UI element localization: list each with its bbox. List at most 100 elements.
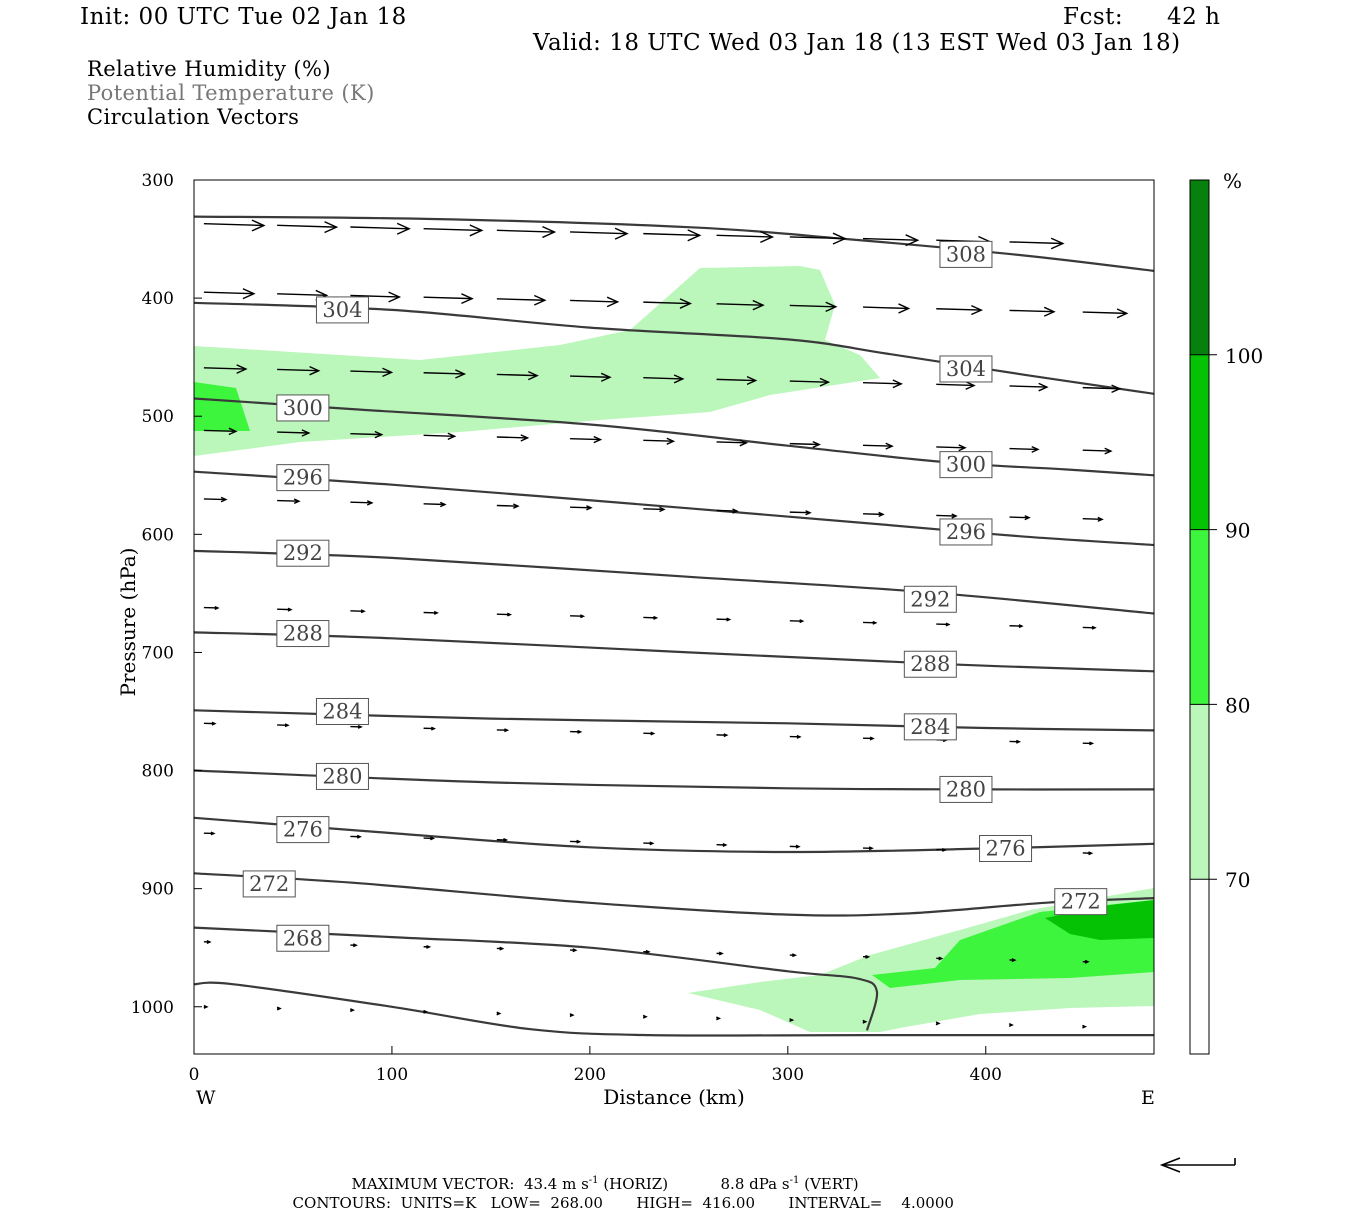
vector-shaft [936, 309, 981, 310]
circulation-vector [570, 731, 580, 734]
reference-vector-arrow [1162, 1158, 1235, 1172]
theta-label-280-0: 280 [322, 764, 362, 788]
circulation-vector [863, 512, 883, 516]
circulation-vector [1083, 742, 1093, 745]
circulation-vector [277, 608, 291, 611]
vector-shaft [1010, 449, 1038, 450]
circulation-vector [1010, 625, 1022, 628]
colorbar-label-100: 100 [1225, 344, 1263, 368]
colorbar-label-90: 90 [1225, 519, 1250, 543]
x-tick-label-0: 0 [189, 1065, 200, 1085]
circulation-vector [863, 380, 901, 388]
circulation-vector [1010, 307, 1055, 316]
circulation-vector [204, 607, 218, 610]
circulation-vector [570, 228, 627, 239]
y-tick-label-900: 900 [142, 880, 174, 900]
circulation-vector [717, 734, 727, 737]
theta-label-308-0: 308 [946, 242, 986, 266]
y-tick-label-1000: 1000 [131, 998, 174, 1018]
colorbar-segment-4 [1190, 879, 1209, 1054]
circulation-vector [497, 504, 518, 508]
circulation-vector [277, 1007, 280, 1010]
circulation-vector [790, 735, 800, 738]
circulation-vector [350, 1009, 353, 1012]
vector-shaft [204, 224, 264, 226]
circulation-vector [277, 499, 299, 503]
contour-low-value: 268.00 [550, 1194, 603, 1212]
circulation-vector [424, 612, 438, 615]
x-tick-label-200: 200 [574, 1065, 606, 1085]
vector-shaft [643, 440, 673, 441]
vector-shaft [1010, 386, 1047, 387]
vector-shaft [1010, 242, 1063, 244]
vector-shaft [1083, 519, 1102, 520]
x-tick-label-300: 300 [772, 1065, 804, 1085]
vector-shaft [1010, 310, 1055, 311]
circulation-vector [643, 507, 664, 511]
x-tick-label-100: 100 [376, 1065, 408, 1085]
circulation-vector [204, 220, 264, 231]
circulation-vector [497, 435, 528, 441]
circulation-vector [497, 1012, 500, 1015]
theta-label-288-0: 288 [283, 622, 323, 646]
vector-shaft [790, 512, 810, 513]
vector-shaft [350, 502, 372, 503]
theta-label-276-1: 276 [985, 836, 1025, 860]
circulation-vector [1083, 309, 1127, 318]
circulation-vector [424, 502, 445, 506]
theta-label-268-0: 268 [283, 926, 323, 950]
circulation-vector [424, 727, 435, 730]
theta-label-288-1: 288 [910, 652, 950, 676]
colorbar-label-80: 80 [1225, 693, 1250, 717]
circulation-vector [204, 289, 254, 299]
vector-shaft [497, 230, 555, 232]
circulation-vector [204, 1005, 207, 1008]
circulation-vector [350, 501, 372, 505]
contour-high-value: 416.00 [703, 1194, 756, 1212]
colorbar-label-70: 70 [1225, 868, 1250, 892]
y-tick-label-800: 800 [142, 762, 174, 782]
circulation-vector [863, 443, 892, 449]
x-axis-title: Distance (km) [574, 1085, 774, 1109]
contour-info-line: CONTOURS: UNITS=K LOW= 268.00 HIGH= 416.… [283, 1176, 954, 1212]
vector-shaft [643, 234, 699, 236]
theta-label-304-0: 304 [322, 298, 362, 322]
vector-shaft [790, 444, 819, 445]
circulation-vector [424, 294, 473, 304]
circulation-vector [424, 1010, 427, 1013]
colorbar-segment-3 [1190, 704, 1209, 879]
vector-shaft [277, 225, 336, 227]
circulation-vector [790, 1019, 793, 1022]
circulation-vector [570, 949, 576, 952]
theta-label-292-0: 292 [283, 541, 323, 565]
contour-high-label: HIGH= [636, 1194, 693, 1212]
circulation-vector [1083, 517, 1102, 521]
contour-low-label: LOW= [491, 1194, 541, 1212]
circulation-vector [1083, 626, 1095, 629]
circulation-vector [204, 941, 210, 944]
vector-shaft [497, 506, 518, 507]
vector-shaft [570, 439, 600, 440]
circulation-vector [1083, 448, 1111, 454]
vector-shaft [717, 235, 773, 237]
theta-label-284-1: 284 [910, 715, 950, 739]
vector-shaft [863, 514, 883, 515]
y-axis-title: Pressure (hPa) [116, 522, 140, 722]
x-tick-label-400: 400 [970, 1065, 1002, 1085]
vector-shaft [204, 499, 226, 500]
vector-shaft [1083, 450, 1111, 451]
theta-label-284-0: 284 [322, 699, 362, 723]
theta-label-280-1: 280 [946, 777, 986, 801]
colorbar-unit: % [1223, 169, 1242, 193]
circulation-vector [424, 225, 482, 236]
theta-contour-308 [194, 217, 1154, 271]
vector-shaft [497, 299, 545, 300]
circulation-vector [350, 726, 361, 729]
circulation-vector [717, 440, 747, 446]
contour-interval-value: 4.0000 [901, 1194, 954, 1212]
theta-contour-288 [194, 632, 1154, 671]
circulation-vector [1009, 1024, 1012, 1027]
circulation-vector [863, 621, 876, 624]
vector-shaft [1083, 312, 1127, 313]
